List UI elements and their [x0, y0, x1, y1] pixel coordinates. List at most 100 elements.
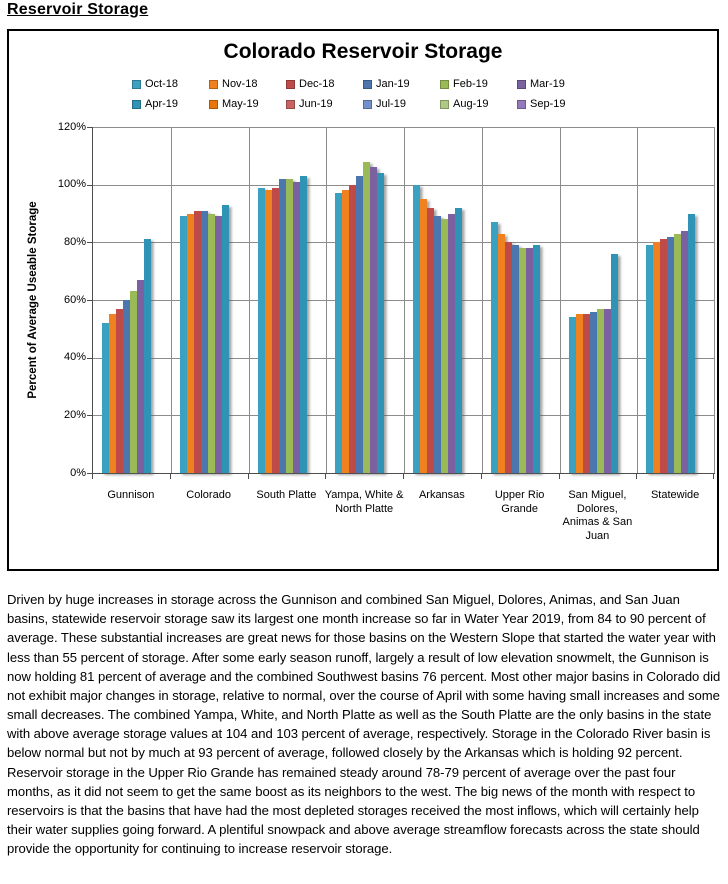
bar-oct-18-8: [646, 245, 654, 473]
page-heading: Reservoir Storage: [7, 1, 149, 18]
y-axis-tick-label: 120%: [57, 120, 86, 133]
bar-jan-19-8: [667, 236, 675, 473]
bar-feb-19-4: [363, 161, 371, 473]
bar-apr-19-5: [455, 207, 462, 473]
bar-jan-19-1: [123, 300, 130, 473]
bar-dec-18-5: [427, 207, 434, 473]
bar-mar-19-8: [681, 230, 689, 473]
bar-nov-18-5: [420, 199, 427, 473]
legend-label: Nov-18: [222, 78, 258, 90]
bar-dec-18-4: [349, 184, 357, 473]
legend-item-sep-19: Sep-19: [517, 98, 594, 110]
bar-nov-18-1: [109, 314, 116, 473]
x-axis-category-label: Arkansas: [418, 489, 465, 501]
bar-nov-18-6: [497, 233, 505, 473]
bar-apr-19-6: [532, 245, 540, 473]
legend-item-aug-19: Aug-19: [440, 98, 517, 110]
bar-nov-18-2: [186, 213, 194, 473]
y-axis-tick: [87, 184, 92, 186]
bar-dec-18-7: [582, 314, 590, 473]
x-axis-tick: [480, 474, 482, 479]
legend-label: Dec-18: [299, 78, 335, 90]
bar-oct-18-7: [568, 317, 576, 473]
bar-feb-19-1: [130, 291, 137, 473]
legend-item-jun-19: Jun-19: [286, 98, 363, 110]
legend-swatch-icon: [440, 79, 449, 89]
bar-nov-18-8: [653, 242, 661, 473]
bar-nov-18-7: [575, 314, 583, 473]
legend-swatch-icon: [209, 79, 218, 89]
bar-jan-19-2: [200, 210, 208, 473]
bar-mar-19-7: [603, 308, 611, 473]
chart-legend-row-2: Apr-19 May-19 Jun-19 Jul-19 Aug-19 Sep-19: [9, 98, 717, 110]
bar-apr-19-2: [221, 204, 229, 473]
bar-feb-19-2: [207, 213, 215, 473]
x-axis-category-label: Yampa, White & North Platte: [324, 489, 404, 515]
legend-swatch-icon: [132, 79, 141, 89]
x-axis-category-label: Colorado: [186, 489, 231, 501]
bar-jan-19-5: [434, 216, 441, 473]
x-axis-tick: [247, 474, 249, 479]
bar-feb-19-3: [285, 178, 293, 473]
y-axis-tick-label: 0%: [70, 466, 86, 479]
x-axis-tick: [636, 474, 638, 479]
y-axis-tick: [87, 300, 92, 301]
bar-feb-19-5: [441, 219, 448, 473]
bar-jan-19-7: [589, 311, 597, 473]
bar-mar-19-1: [137, 279, 144, 473]
legend-item-nov-18: Nov-18: [209, 78, 286, 90]
legend-label: Oct-18: [145, 78, 179, 90]
legend-item-oct-18: Oct-18: [132, 78, 209, 90]
legend-swatch-icon: [209, 99, 218, 109]
x-axis-category-label: Gunnison: [107, 489, 155, 501]
legend-item-feb-19: Feb-19: [440, 78, 517, 90]
bar-mar-19-3: [292, 181, 300, 473]
y-axis-tick: [87, 357, 92, 359]
bar-jan-19-3: [278, 178, 286, 473]
bar-apr-19-7: [610, 253, 618, 473]
y-axis-tick-label: 60%: [63, 293, 86, 306]
bar-dec-18-2: [193, 210, 201, 473]
bar-oct-18-4: [335, 193, 343, 473]
gridline-vertical: [559, 127, 561, 473]
legend-label: Mar-19: [530, 78, 565, 90]
bar-apr-19-1: [144, 239, 151, 473]
legend-label: Jun-19: [299, 98, 333, 110]
bar-apr-19-4: [377, 173, 385, 473]
bar-dec-18-3: [271, 187, 279, 473]
bar-oct-18-1: [102, 323, 109, 473]
bar-mar-19-2: [214, 216, 222, 473]
chart-frame: Colorado Reservoir Storage Oct-18 Nov-18 D…: [7, 29, 719, 571]
bar-oct-18-2: [179, 216, 187, 473]
legend-swatch-icon: [517, 99, 526, 109]
gridline-vertical: [248, 127, 250, 473]
legend-swatch-icon: [440, 99, 449, 109]
bar-oct-18-5: [413, 184, 420, 473]
gridline-vertical: [326, 127, 328, 473]
x-axis-tick: [403, 474, 404, 479]
legend-swatch-icon: [363, 79, 372, 89]
x-axis-tick: [558, 474, 560, 479]
bar-feb-19-8: [674, 233, 682, 473]
bar-nov-18-4: [342, 190, 350, 473]
bar-oct-18-6: [490, 222, 498, 473]
y-axis-tick: [87, 415, 92, 417]
legend-swatch-icon: [517, 79, 526, 89]
legend-item-jul-19: Jul-19: [363, 98, 440, 110]
gridline-vertical: [714, 127, 715, 473]
legend-item-dec-18: Dec-18: [286, 78, 363, 90]
y-axis-tick-label: 80%: [63, 235, 86, 248]
y-axis-tick-label: 20%: [63, 408, 86, 421]
bar-mar-19-5: [448, 213, 455, 473]
legend-item-may-19: May-19: [209, 98, 286, 110]
legend-item-apr-19: Apr-19: [132, 98, 209, 110]
bar-dec-18-1: [116, 308, 123, 473]
bar-dec-18-6: [504, 242, 512, 473]
x-axis-tick: [169, 474, 171, 479]
legend-label: Apr-19: [145, 98, 179, 110]
y-axis-tick: [87, 242, 92, 244]
bar-dec-18-8: [660, 239, 668, 473]
bar-mar-19-4: [370, 167, 378, 473]
y-axis-tick-label: 40%: [63, 351, 86, 364]
legend-label: May-19: [222, 98, 259, 110]
